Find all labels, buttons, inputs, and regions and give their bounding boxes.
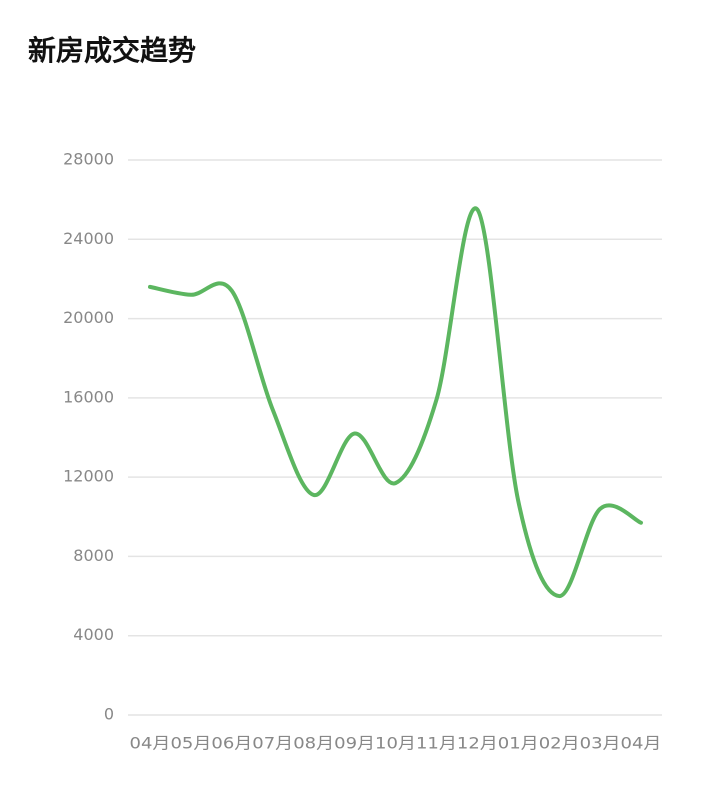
y-tick-label: 20000 [63, 308, 114, 327]
x-tick-label: 09月 [334, 734, 375, 753]
x-tick-label: 02月 [539, 734, 580, 753]
x-tick-label: 05月 [170, 734, 211, 753]
x-tick-label: 04月 [621, 734, 662, 753]
x-tick-label: 04月 [130, 734, 171, 753]
chart-title: 新房成交趋势 [28, 34, 196, 67]
line [148, 206, 643, 599]
x-tick-label: 08月 [293, 734, 334, 753]
y-tick-label: 28000 [63, 150, 114, 169]
y-tick-label: 0 [104, 705, 114, 724]
y-tick-label: 16000 [63, 387, 114, 406]
x-tick-label: 10月 [375, 734, 416, 753]
y-tick-label: 12000 [63, 467, 114, 486]
x-tick-label: 11月 [416, 734, 457, 753]
y-tick-label: 8000 [73, 546, 114, 565]
x-tick-label: 01月 [498, 734, 539, 753]
x-tick-label: 07月 [252, 734, 293, 753]
y-tick-label: 4000 [73, 625, 114, 644]
x-tick-label: 03月 [580, 734, 621, 753]
x-tick-label: 12月 [457, 734, 498, 753]
x-tick-label: 06月 [211, 734, 252, 753]
y-tick-label: 24000 [63, 229, 114, 248]
